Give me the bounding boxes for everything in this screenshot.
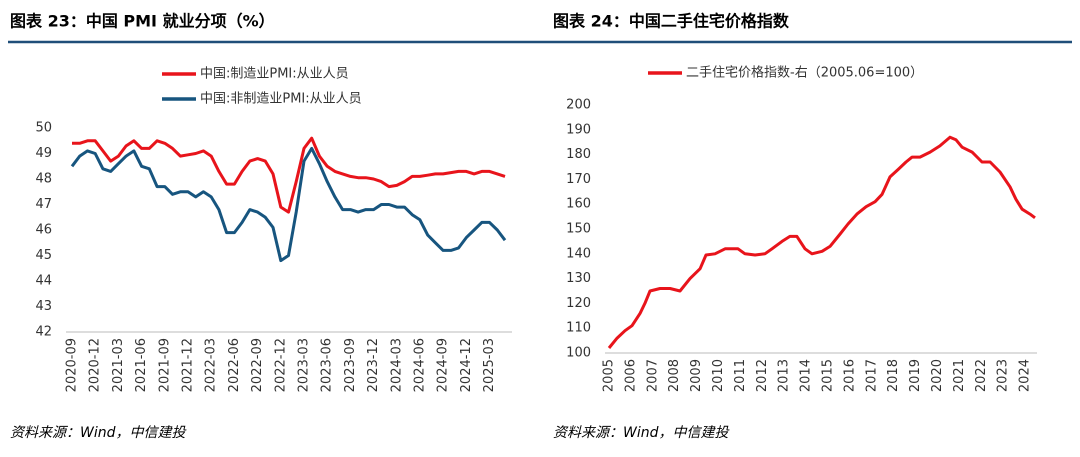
x-tick-label: 2011 xyxy=(733,359,748,392)
y-tick-label: 46 xyxy=(35,223,52,238)
y-tick-label: 140 xyxy=(566,246,591,261)
legend-label: 中国:非制造业PMI:从业人员 xyxy=(200,92,362,107)
y-tick-label: 110 xyxy=(566,321,591,336)
y-tick-label: 49 xyxy=(35,146,52,161)
x-tick-label: 2007 xyxy=(645,359,660,392)
series-line xyxy=(70,146,507,263)
y-tick-label: 160 xyxy=(566,197,591,212)
y-tick-label: 150 xyxy=(566,222,591,237)
x-tick-label: 2019 xyxy=(908,359,923,392)
x-tick-label: 2023-12 xyxy=(366,338,381,392)
x-tick-label: 2023-06 xyxy=(320,338,335,392)
y-tick-label: 190 xyxy=(566,122,591,137)
x-tick-label: 2020-09 xyxy=(65,338,80,392)
x-tick-label: 2021-09 xyxy=(157,338,172,392)
x-tick-label: 2005 xyxy=(602,359,617,392)
y-tick-label: 44 xyxy=(35,274,52,289)
x-tick-label: 2016 xyxy=(842,359,857,392)
x-tick-label: 2008 xyxy=(667,359,682,392)
x-tick-label: 2021-12 xyxy=(180,338,195,392)
x-tick-label: 2022-09 xyxy=(250,338,265,392)
x-tick-label: 2017 xyxy=(864,359,879,392)
series-line xyxy=(72,136,506,214)
y-tick-label: 45 xyxy=(35,248,52,263)
y-tick-label: 200 xyxy=(566,98,591,113)
x-tick-label: 2024-03 xyxy=(389,338,404,392)
x-tick-label: 2022-06 xyxy=(227,338,242,392)
y-tick-label: 47 xyxy=(35,197,52,212)
chart-title: 图表 23：中国 PMI 就业分项（%） xyxy=(10,12,275,31)
x-tick-label: 2021-06 xyxy=(134,338,149,392)
x-tick-label: 2021 xyxy=(952,359,967,392)
x-tick-label: 2022 xyxy=(974,359,989,392)
x-tick-label: 2023-03 xyxy=(296,338,311,392)
x-tick-label: 2013 xyxy=(777,359,792,392)
source-note: 资料来源：Wind，中信建投 xyxy=(553,425,730,441)
series-line xyxy=(607,135,1036,349)
x-tick-label: 2025-03 xyxy=(482,338,497,392)
y-tick-label: 120 xyxy=(566,296,591,311)
y-tick-label: 100 xyxy=(566,346,591,361)
x-tick-label: 2006 xyxy=(623,359,638,392)
x-tick-label: 2024-06 xyxy=(412,338,427,392)
x-tick-label: 2020 xyxy=(930,359,945,392)
x-tick-label: 2021-03 xyxy=(111,338,126,392)
y-tick-label: 180 xyxy=(566,147,591,162)
source-note: 资料来源：Wind，中信建投 xyxy=(10,425,187,441)
x-tick-label: 2018 xyxy=(886,359,901,392)
legend-label: 中国:制造业PMI:从业人员 xyxy=(200,67,349,82)
x-tick-label: 2022-03 xyxy=(204,338,219,392)
x-tick-label: 2024-09 xyxy=(436,338,451,392)
y-tick-label: 50 xyxy=(35,121,52,136)
x-tick-label: 2020-12 xyxy=(88,338,103,392)
x-tick-label: 2024-12 xyxy=(459,338,474,392)
x-tick-label: 2023-09 xyxy=(343,338,358,392)
x-tick-label: 2010 xyxy=(711,359,726,392)
chart-title: 图表 24：中国二手住宅价格指数 xyxy=(553,12,790,31)
y-tick-label: 43 xyxy=(35,299,52,314)
y-tick-label: 42 xyxy=(35,325,52,340)
x-tick-label: 2014 xyxy=(799,359,814,392)
legend-label: 二手住宅价格指数-右（2005.06=100） xyxy=(686,65,923,81)
y-tick-label: 48 xyxy=(35,172,52,187)
y-tick-label: 130 xyxy=(566,271,591,286)
x-tick-label: 2023 xyxy=(996,359,1011,392)
x-tick-label: 2022-12 xyxy=(273,338,288,392)
y-tick-label: 170 xyxy=(566,172,591,187)
x-tick-label: 2012 xyxy=(755,359,770,392)
x-tick-label: 2015 xyxy=(821,359,836,392)
x-tick-label: 2024 xyxy=(1018,359,1033,392)
x-tick-label: 2009 xyxy=(689,359,704,392)
